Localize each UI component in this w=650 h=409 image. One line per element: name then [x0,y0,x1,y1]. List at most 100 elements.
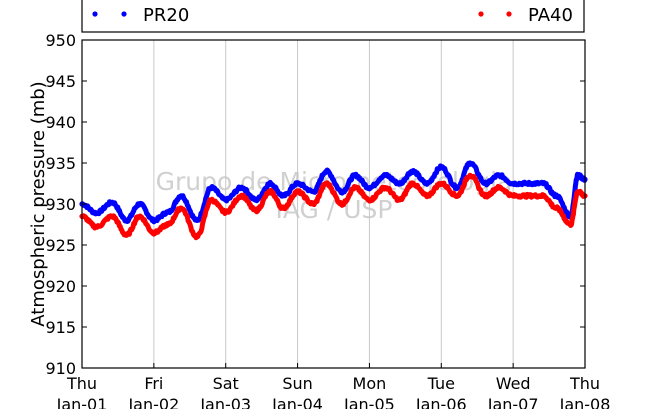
data-point [194,234,200,240]
data-point [208,197,214,203]
x-tick-date-label: Jan-01 [56,395,108,409]
legend-entry-pr20: PR20 [92,5,189,26]
legend: PR20 PA40 [81,0,585,33]
data-point [397,180,403,187]
data-point [483,180,489,187]
y-tick-label: 915 [45,318,76,337]
series-pr20 [79,160,588,225]
x-tick-day-label: Thu [66,374,97,393]
data-point [178,193,184,199]
data-point [467,160,473,166]
data-point [553,205,559,211]
y-tick-label: 945 [45,72,76,91]
data-point [223,209,229,215]
data-point [165,221,171,228]
data-point [223,197,229,203]
data-point [267,180,273,187]
data-point [496,185,502,191]
data-point [165,209,171,215]
data-point [294,180,301,187]
data-point [467,172,473,178]
x-tick-date-label: Jan-08 [559,395,611,409]
data-point [123,232,130,238]
x-tick-day-label: Fri [144,374,163,393]
data-point [510,180,516,187]
data-point [136,201,143,207]
data-point [123,217,130,223]
x-tick-day-label: Sun [282,374,312,393]
data-point [109,213,115,219]
x-tick-day-label: Thu [569,374,600,393]
y-tick-label: 935 [45,154,76,173]
data-point [568,221,574,228]
y-tick-label: 950 [45,31,76,50]
y-tick-label: 925 [45,236,76,255]
data-point [382,185,388,191]
legend-marker [121,11,127,17]
legend-marker [478,11,484,17]
legend-marker [92,11,98,17]
data-point [267,189,273,195]
data-point [483,193,489,199]
legend-label: PA40 [528,5,573,26]
data-point [238,185,245,191]
x-tick-date-label: Jan-07 [487,395,539,409]
data-point [194,217,200,223]
data-point [310,201,316,207]
data-point [151,217,157,223]
data-point [366,197,373,203]
y-tick-label: 930 [45,195,76,214]
data-point [496,172,502,178]
data-point [424,180,430,187]
y-tick-label: 910 [45,359,76,378]
x-tick-date-label: Jan-05 [343,395,395,409]
data-point [352,172,358,178]
data-point [280,193,286,199]
data-point [540,180,546,187]
legend-entry-pa40: PA40 [478,5,573,26]
x-tick-day-label: Tue [427,374,455,393]
data-point [253,197,259,203]
data-point [409,180,416,187]
data-point [575,172,581,178]
data-point [93,210,99,216]
data-point [526,193,532,199]
data-point [382,172,388,178]
legend-box [81,0,585,33]
data-point [510,193,516,199]
x-tick-date-label: Jan-02 [127,395,179,409]
legend-label: PR20 [143,5,189,26]
data-point [454,193,460,199]
data-point [238,193,245,199]
data-point [294,189,301,195]
data-point [136,213,143,219]
data-point [575,189,581,195]
y-tick-label: 920 [45,277,76,296]
data-point [352,185,358,191]
data-point [409,168,416,174]
x-tick-day-label: Mon [353,374,387,393]
x-tick-day-label: Wed [496,374,531,393]
series-pa40 [79,172,588,241]
x-tick-date-label: Jan-03 [199,395,251,409]
data-point [438,164,444,170]
data-point [93,224,99,230]
data-point [280,205,286,211]
data-point [151,230,157,236]
data-point [553,193,559,199]
legend-marker [506,11,512,17]
data-point [424,193,430,199]
data-point [323,168,329,174]
data-point [208,185,214,191]
x-tick-date-label: Jan-04 [271,395,323,409]
data-point [109,199,115,205]
data-point [323,180,329,187]
y-tick-label: 940 [45,113,76,132]
data-point [526,180,532,187]
y-axis-label: Atmospheric pressure (mb) [28,81,49,326]
data-point [438,180,444,187]
data-point [339,201,345,207]
data-point [540,193,546,199]
x-tick-day-label: Sat [213,374,239,393]
